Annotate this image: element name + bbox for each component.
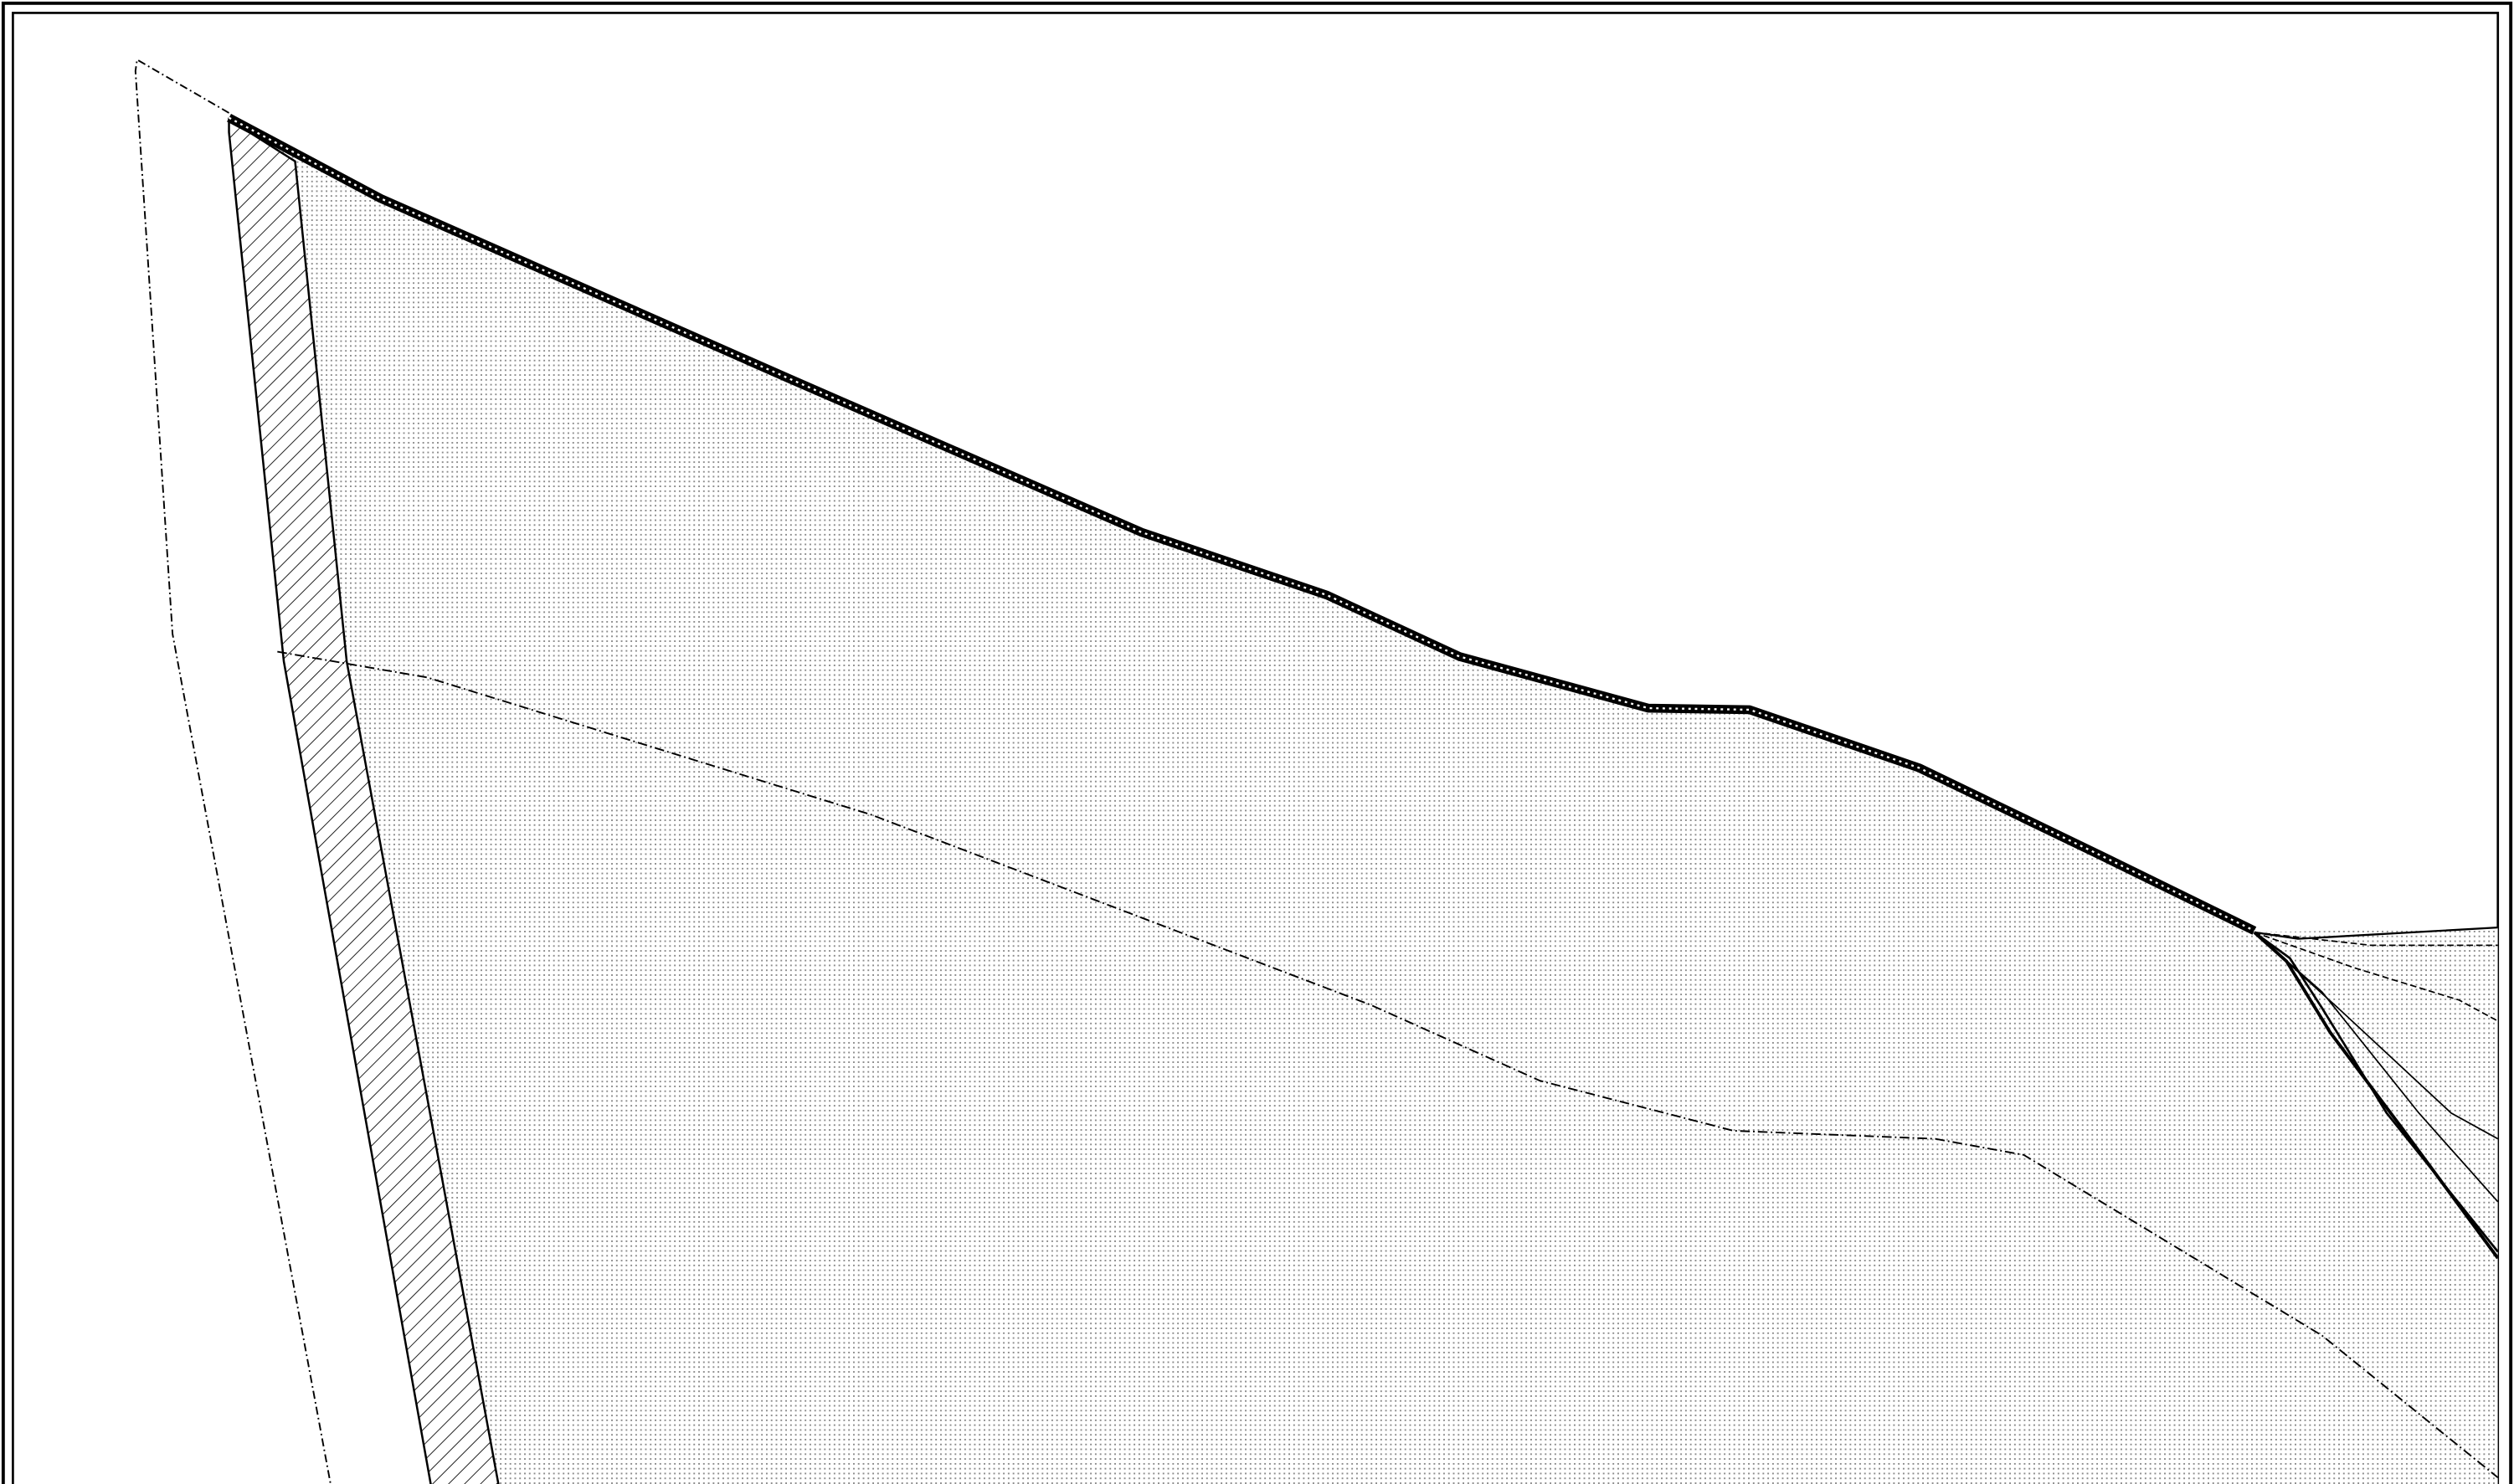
right-dashed-line-1 [2254, 932, 2498, 947]
top-crust-band [227, 114, 2257, 935]
dashed-outer-boundary [134, 58, 332, 1484]
right-bold-line-2 [2254, 931, 2498, 1253]
stippled-region [229, 119, 2498, 1484]
right-dashed-line-2 [2254, 932, 2498, 1022]
inner-frame [12, 12, 2500, 1484]
hatched-strip [228, 117, 500, 1484]
